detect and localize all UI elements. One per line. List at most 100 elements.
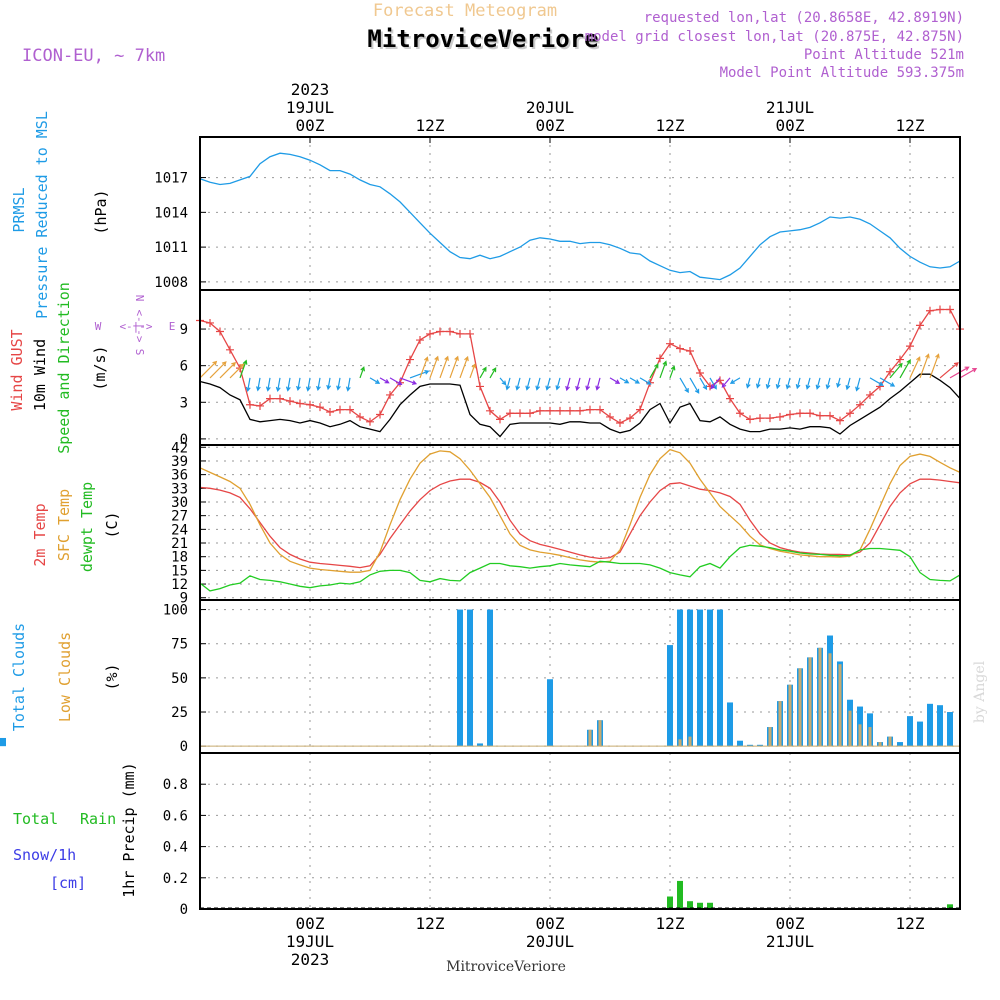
wind-direction-arrow: [555, 377, 561, 391]
precipitation-ytick-0: 0: [180, 902, 188, 918]
wind-direction-arrow: [399, 377, 418, 385]
low-clouds-bar: [868, 727, 872, 747]
gust-marker: [466, 329, 474, 338]
rain-bar: [947, 904, 953, 909]
precip-unit: 1hr Precip (mm): [120, 762, 138, 897]
clouds-ytick-0: 0: [180, 739, 188, 755]
legend-snow: Snow/1h: [13, 846, 76, 864]
wind-direction-arrow: [469, 363, 477, 379]
gust-marker: [596, 405, 604, 414]
wind-direction-arrow: [409, 370, 430, 379]
panel-wind: 0 3 6 9: [180, 290, 978, 448]
temperature-ytick-8: 33: [171, 481, 188, 497]
wind-direction-arrow: [565, 377, 571, 392]
wind-direction-arrow: [336, 377, 341, 391]
gust-marker: [496, 415, 504, 424]
total-clouds-bar: [547, 679, 553, 747]
gust-marker: [326, 408, 334, 417]
precipitation-ytick-1: 0.2: [163, 871, 188, 887]
gust-marker: [226, 345, 234, 354]
wind-direction-arrow: [419, 356, 429, 379]
gust-marker: [846, 409, 854, 418]
wind-direction-arrow: [959, 367, 978, 379]
wind-direction-arrow: [909, 356, 921, 379]
requested-coords: requested lon,lat (20.8658E, 42.8919N): [644, 10, 964, 26]
low-clouds-bar: [788, 684, 792, 747]
panel-precipitation: 0 0.2 0.4 0.6 0.8: [163, 752, 961, 918]
total-clouds-bar: [907, 716, 913, 747]
wind-direction-arrow: [659, 360, 668, 379]
wind-label: 10m Wind: [31, 339, 49, 411]
wind-direction-arrow: [649, 363, 659, 379]
total-clouds-bar: [897, 742, 903, 747]
wind-direction-arrow: [459, 355, 469, 379]
wind-direction-arrow: [545, 377, 551, 391]
gust-marker: [356, 412, 364, 421]
model-altitude: Model Point Altitude 593.375m: [720, 65, 964, 81]
bottom-time-label-5: 12Z: [896, 914, 925, 933]
gust-marker: [656, 354, 664, 363]
gust-marker: [246, 400, 254, 409]
low-clouds-bar: [798, 668, 802, 747]
low-clouds-bar: [678, 739, 682, 747]
wind-ytick-2: 6: [180, 359, 188, 375]
gust-marker: [746, 415, 754, 424]
bottom-time-label-0: 19JUL: [286, 932, 334, 951]
top-time-label-2: 00Z: [536, 116, 565, 135]
gust-marker: [286, 397, 294, 406]
gust-marker: [346, 405, 354, 414]
total-clouds-bar: [457, 609, 463, 747]
precipitation-ytick-4: 0.8: [163, 777, 188, 793]
gust-marker: [296, 399, 304, 408]
compass-n: N: [133, 295, 146, 302]
gust-marker: [936, 305, 944, 314]
wind-direction-arrow: [679, 377, 689, 394]
wind-line-10m-wind: [199, 373, 961, 438]
total-clouds-bar: [927, 703, 933, 747]
wind-direction-arrow: [825, 377, 831, 390]
gust-marker: [206, 318, 214, 327]
total-clouds-bar: [677, 609, 683, 747]
compass-rose: N S W E <-|-> <-|->: [95, 295, 176, 356]
wind-unit: (m/s): [91, 345, 109, 390]
gust-label: Wind GUST: [8, 329, 26, 410]
total-clouds-label: Total Clouds: [10, 623, 28, 731]
gust-marker: [256, 401, 264, 410]
temperature-line-sfc-temp: [199, 448, 961, 573]
total-clouds-bar: [707, 609, 713, 747]
wind-direction-arrow: [316, 377, 321, 392]
gust-marker: [216, 327, 224, 336]
wind-direction-arrow: [245, 377, 251, 393]
wind-direction-arrow: [669, 365, 676, 379]
point-altitude: Point Altitude 521m: [804, 47, 964, 63]
total-clouds-bar: [487, 609, 493, 747]
gust-marker: [586, 405, 594, 414]
wind-direction-arrow: [879, 377, 896, 387]
precipitation-ytick-2: 0.4: [163, 840, 188, 856]
gust-marker: [726, 394, 734, 403]
pressure-ytick-3: 1017: [154, 171, 188, 187]
wind-direction-arrow: [639, 377, 652, 385]
clouds-unit: (%): [103, 663, 121, 690]
gust-marker: [906, 342, 914, 351]
precip-ylabels: 1hr Precip (mm) Total Rain Snow/1h [cm]: [13, 762, 138, 897]
temp-ylabels: 2m Temp SFC Temp dewpt Temp (C): [31, 482, 121, 572]
low-clouds-bar: [778, 701, 782, 747]
gust-marker: [386, 390, 394, 399]
wind-direction-arrow: [585, 377, 591, 391]
wind-direction-arrow: [699, 377, 708, 391]
gust-marker: [456, 329, 464, 338]
low-clouds-label: Low Clouds: [56, 632, 74, 722]
wind-direction-arrow: [256, 377, 261, 392]
gust-marker: [406, 355, 414, 364]
wind-direction-arrow: [489, 367, 497, 379]
wind-direction-arrow: [575, 377, 581, 392]
gust-marker: [446, 327, 454, 336]
bottom-time-label-1: 12Z: [416, 914, 445, 933]
wind-direction-arrow: [629, 377, 640, 384]
gust-marker: [316, 403, 324, 412]
wind-direction-arrow: [285, 377, 291, 392]
pressure-line-prmsl: [199, 152, 961, 281]
